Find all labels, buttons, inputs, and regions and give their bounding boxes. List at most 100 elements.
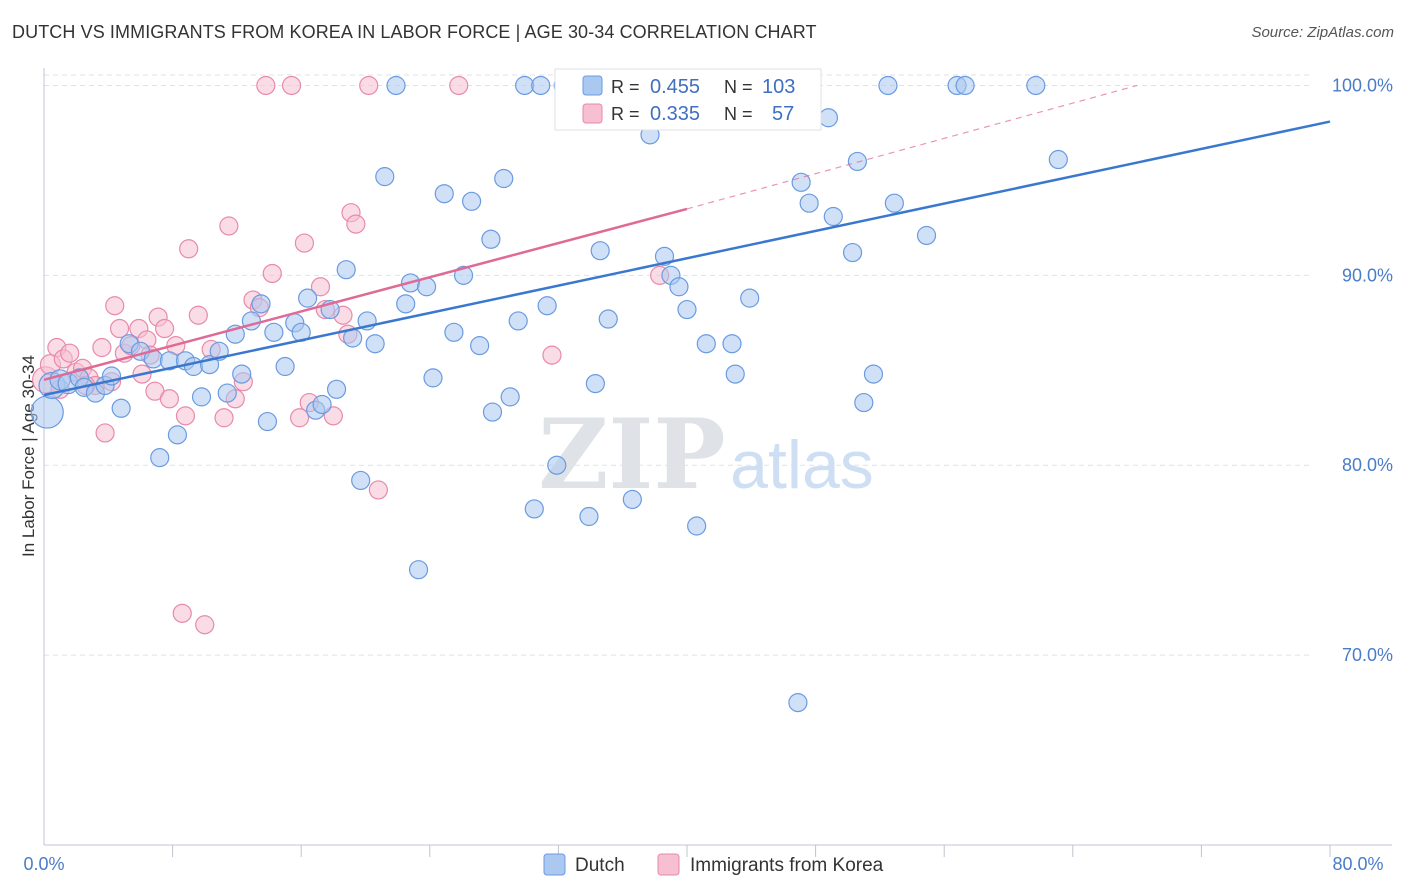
korea-point bbox=[60, 343, 80, 363]
dutch-point bbox=[863, 364, 884, 384]
y-tick-label-90: 90.0% bbox=[1342, 265, 1393, 285]
dutch-point bbox=[725, 364, 745, 384]
korea-point bbox=[175, 406, 196, 426]
dutch-point bbox=[365, 334, 385, 354]
dutch-point bbox=[579, 506, 599, 527]
korea-point bbox=[179, 239, 199, 259]
dutch-point bbox=[30, 395, 64, 429]
dutch-point bbox=[622, 489, 642, 510]
trend-lines bbox=[43, 84, 1331, 397]
korea-point bbox=[219, 216, 239, 236]
legend-r-label-dutch: R = bbox=[611, 77, 640, 97]
legend-n-label-dutch: N = bbox=[724, 77, 753, 97]
dutch-point bbox=[351, 470, 371, 491]
trend-line-dutch bbox=[43, 120, 1331, 397]
legend-box: R = 0.455 N = 103 R = 0.335 N = 57 bbox=[554, 68, 822, 131]
dutch-point bbox=[531, 75, 551, 96]
korea-point bbox=[542, 345, 562, 365]
x-tick-label-max: 80.0% bbox=[1332, 854, 1383, 874]
legend-n-label-korea: N = bbox=[724, 104, 753, 124]
dutch-point bbox=[336, 260, 356, 280]
dutch-point bbox=[515, 75, 535, 96]
dutch-point bbox=[696, 334, 716, 354]
legend-r-label-korea: R = bbox=[611, 104, 640, 124]
bottom-legend-swatch-korea bbox=[657, 853, 680, 876]
dutch-point bbox=[326, 379, 347, 399]
y-tick-labels: 70.0% 80.0% 90.0% 100.0% bbox=[1332, 75, 1393, 665]
y-tick-label-100: 100.0% bbox=[1332, 75, 1393, 95]
korea-point bbox=[323, 406, 343, 426]
bottom-legend-swatch-dutch bbox=[543, 853, 566, 876]
series-dutch-points bbox=[30, 75, 1068, 713]
series-korea-points bbox=[32, 75, 670, 635]
bottom-legend: Dutch Immigrants from Korea bbox=[543, 853, 884, 876]
dutch-point bbox=[854, 392, 874, 413]
dutch-point bbox=[823, 206, 843, 227]
dutch-point bbox=[677, 299, 697, 320]
x-tick-label-min: 0.0% bbox=[23, 854, 64, 874]
dutch-point bbox=[788, 692, 808, 713]
dutch-point bbox=[453, 265, 474, 285]
korea-point bbox=[154, 318, 175, 339]
chart-source: Source: ZipAtlas.com bbox=[1251, 24, 1394, 41]
dutch-point bbox=[878, 75, 898, 96]
dutch-point bbox=[1026, 75, 1046, 96]
dutch-point bbox=[598, 309, 618, 329]
dutch-point bbox=[423, 368, 443, 388]
bottom-legend-korea: Immigrants from Korea bbox=[690, 855, 884, 876]
dutch-point bbox=[818, 108, 839, 128]
korea-point bbox=[214, 408, 234, 428]
dutch-point bbox=[791, 172, 811, 192]
watermark-atlas: atlas bbox=[730, 427, 874, 503]
legend-swatch-korea bbox=[582, 103, 603, 124]
dutch-point bbox=[590, 241, 610, 261]
korea-point bbox=[95, 423, 115, 443]
dutch-point bbox=[183, 356, 204, 377]
dutch-point bbox=[275, 356, 295, 377]
dutch-point bbox=[461, 191, 482, 211]
chart-title: DUTCH VS IMMIGRANTS FROM KOREA IN LABOR … bbox=[12, 22, 817, 42]
dutch-point bbox=[434, 184, 454, 204]
korea-point bbox=[188, 305, 208, 325]
bottom-legend-dutch: Dutch bbox=[575, 855, 625, 876]
dutch-point bbox=[547, 455, 567, 475]
korea-point bbox=[346, 214, 366, 234]
dutch-point bbox=[508, 311, 528, 331]
dutch-point bbox=[312, 394, 332, 415]
x-axis-ticks bbox=[172, 845, 1331, 857]
dutch-point bbox=[916, 225, 937, 246]
korea-point bbox=[289, 408, 310, 428]
dutch-point bbox=[217, 383, 237, 403]
dutch-point bbox=[884, 193, 904, 213]
dutch-point bbox=[150, 448, 170, 468]
dutch-point bbox=[955, 75, 975, 96]
dutch-point bbox=[386, 75, 406, 96]
dutch-point bbox=[191, 387, 212, 407]
dutch-point bbox=[482, 402, 503, 422]
dutch-point bbox=[500, 387, 520, 407]
legend-r-korea: 0.335 bbox=[650, 103, 700, 125]
dutch-point bbox=[257, 411, 278, 432]
dutch-point bbox=[842, 242, 863, 263]
dutch-point bbox=[298, 288, 318, 308]
dutch-point bbox=[847, 151, 867, 172]
legend-r-dutch: 0.455 bbox=[650, 76, 700, 98]
trend-line-korea-extension bbox=[686, 84, 1138, 210]
korea-point bbox=[359, 75, 379, 96]
dutch-point bbox=[111, 398, 131, 418]
legend-swatch-dutch bbox=[582, 75, 603, 96]
dutch-point bbox=[167, 425, 188, 445]
grid-lines bbox=[44, 74, 1310, 656]
korea-point bbox=[449, 75, 469, 96]
dutch-point bbox=[396, 294, 416, 314]
dutch-point bbox=[470, 336, 490, 356]
legend-n-korea: 57 bbox=[772, 103, 794, 125]
korea-point bbox=[159, 389, 179, 409]
dutch-point bbox=[669, 277, 689, 297]
korea-point bbox=[195, 615, 215, 635]
dutch-point bbox=[444, 322, 464, 342]
korea-point bbox=[368, 480, 388, 500]
dutch-point bbox=[585, 373, 605, 394]
korea-point bbox=[109, 318, 130, 339]
dutch-point bbox=[537, 296, 557, 316]
